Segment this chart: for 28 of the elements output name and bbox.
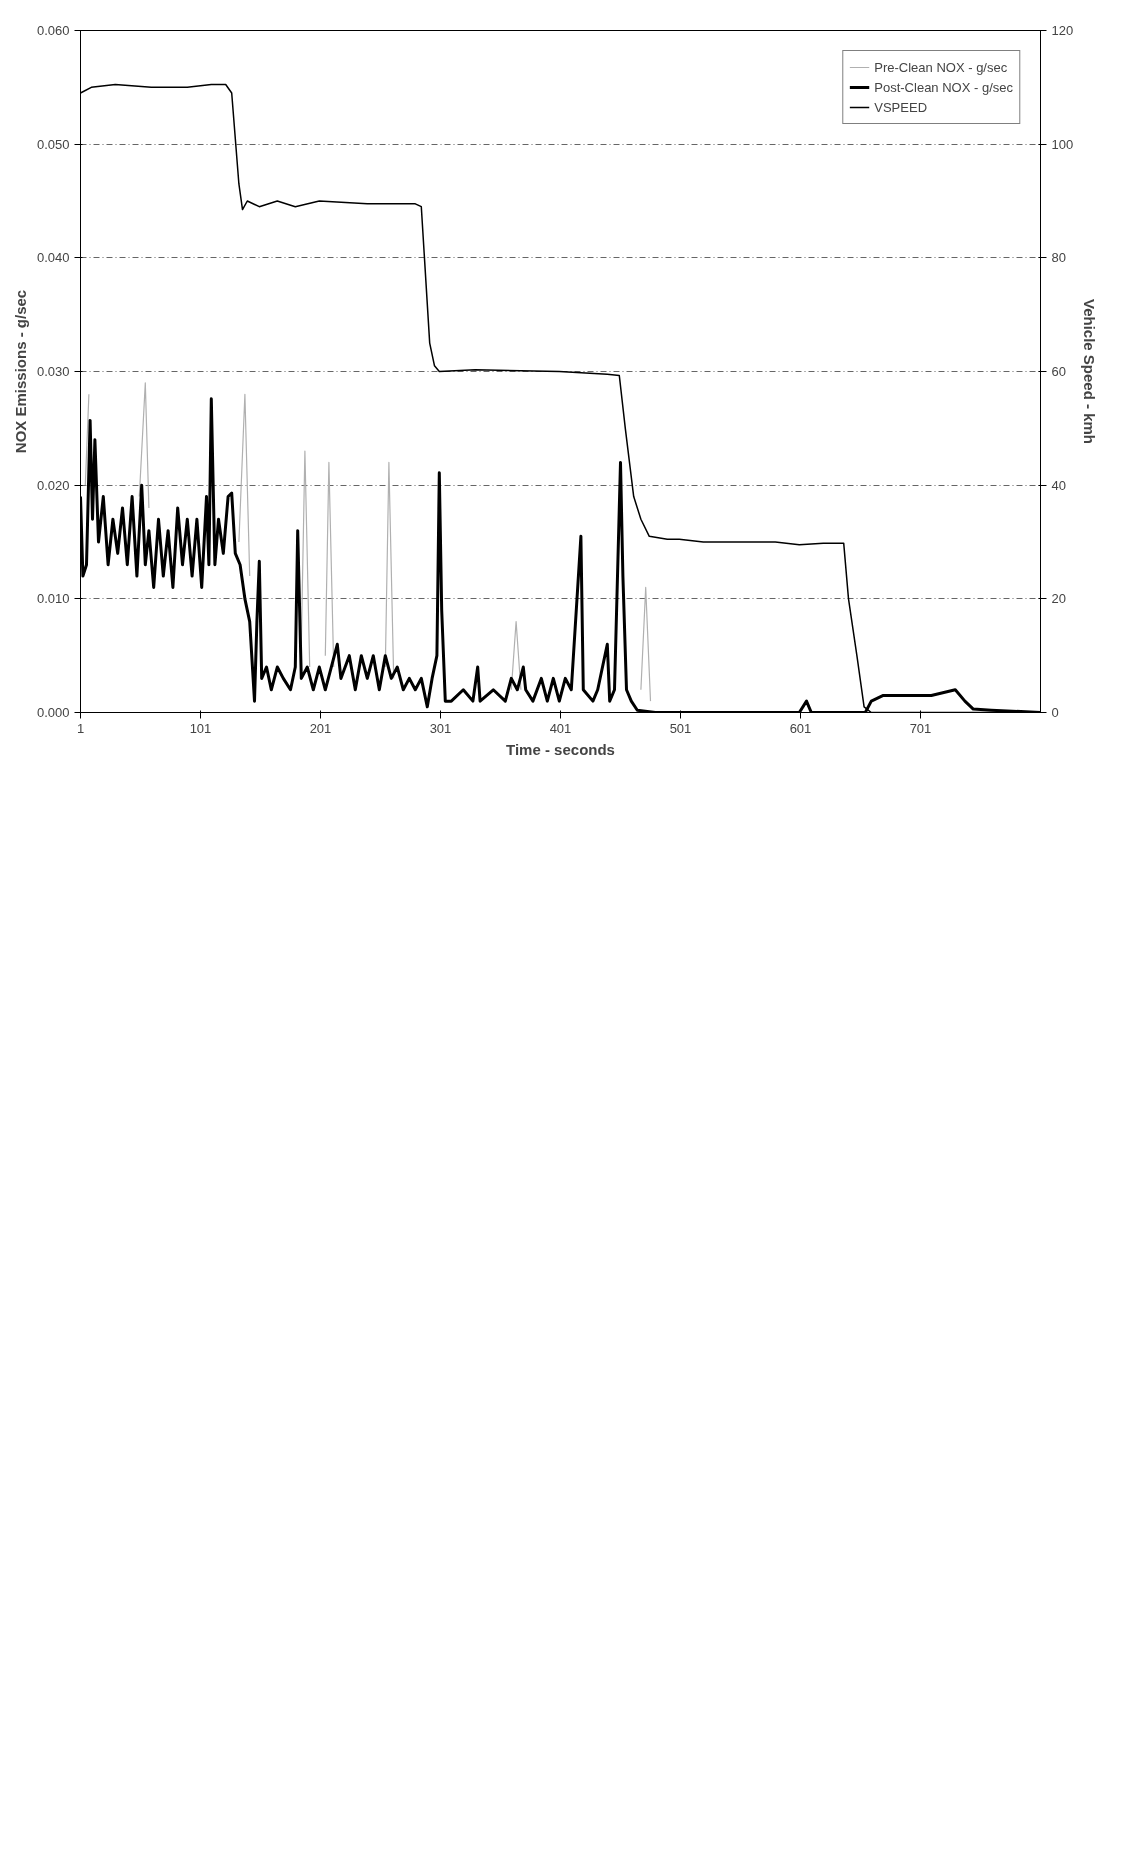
y2-tick-label: 120 — [1051, 23, 1074, 38]
legend-label: Pre-Clean NOX - g/sec — [874, 59, 1008, 75]
y2-tick-label: 60 — [1051, 364, 1066, 379]
x-tick-label: 301 — [429, 720, 452, 736]
y-tick-label: 0.060 — [36, 23, 70, 38]
y2-axis-title: Vehicle Speed - kmh — [1081, 298, 1099, 445]
legend-label: VSPEED — [874, 99, 928, 115]
y-tick-label: 0.040 — [36, 250, 70, 266]
x-tick-label: 1 — [76, 720, 85, 736]
y-tick-label: 0.030 — [36, 364, 70, 379]
y-tick-label: 0.050 — [36, 136, 70, 152]
y2-tick-label: 100 — [1051, 136, 1074, 152]
x-tick-label: 401 — [549, 720, 572, 736]
y-tick-label: 0.020 — [36, 477, 70, 493]
y2-tick-label: 0 — [1051, 705, 1059, 720]
y2-tick-label: 40 — [1051, 477, 1066, 493]
y2-tick-label: 80 — [1051, 250, 1066, 266]
y-tick-label: 0.000 — [36, 705, 70, 720]
y-tick-label: 0.010 — [36, 591, 70, 607]
x-tick-label: 701 — [909, 720, 932, 736]
y2-tick-label: 20 — [1051, 591, 1066, 607]
x-tick-label: 601 — [789, 720, 812, 736]
x-axis-title: Time - seconds — [506, 740, 615, 758]
y-axis-title: NOX Emissions - g/sec — [11, 289, 29, 454]
x-tick-label: 501 — [669, 720, 692, 736]
x-tick-label: 101 — [189, 720, 212, 736]
x-tick-label: 201 — [309, 720, 332, 736]
legend-label: Post-Clean NOX - g/sec — [874, 79, 1013, 95]
